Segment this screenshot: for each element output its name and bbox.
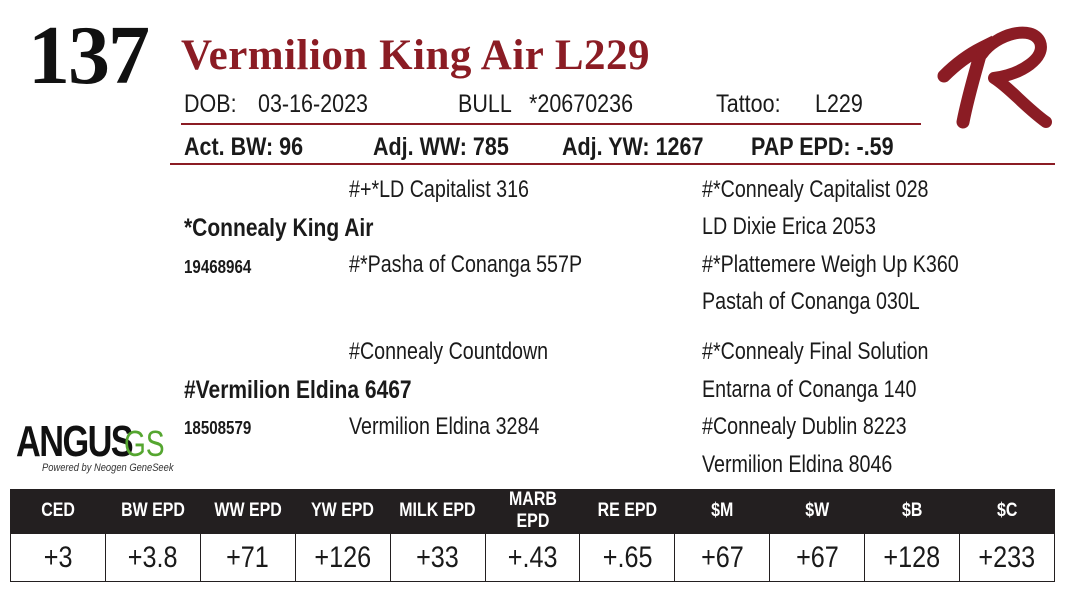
dam-registration: 18508579 xyxy=(184,418,252,438)
adjusted-yearling-weight: Adj. YW: 1267 xyxy=(562,133,704,161)
epd-table: CED BW EPD WW EPD YW EPD MILK EPD MARB E… xyxy=(10,489,1055,582)
epd-value-cell: +.65 xyxy=(579,533,676,582)
angus-gs-text: GS xyxy=(124,423,165,464)
epd-header-cell: $C xyxy=(959,489,1055,534)
dam-dam-sire: #Connealy Dublin 8223 xyxy=(702,413,907,440)
epd-header-cell: MILK EPD xyxy=(389,489,486,534)
epd-header-cell: $M xyxy=(674,489,770,534)
pap-epd: PAP EPD: -.59 xyxy=(751,133,894,161)
sire-dam-sire: #*Plattemere Weigh Up K360 xyxy=(702,251,959,278)
sire-registration: 19468964 xyxy=(184,257,252,277)
sex-value: BULL xyxy=(458,90,512,118)
sire-sire: #+*LD Capitalist 316 xyxy=(349,176,529,203)
epd-value-cell: +33 xyxy=(389,533,486,582)
epd-header-cell: WW EPD xyxy=(199,489,296,534)
epd-header-cell: $W xyxy=(769,489,865,534)
epd-header-row: CED BW EPD WW EPD YW EPD MILK EPD MARB E… xyxy=(10,489,1055,534)
epd-value-cell: +233 xyxy=(959,533,1055,582)
epd-header-cell: MARB EPD xyxy=(484,489,580,534)
epd-value-cell: +128 xyxy=(864,533,961,582)
animal-name: Vermilion King Air L229 xyxy=(181,32,651,79)
angus-powered-by: Powered by Neogen GeneSeek xyxy=(42,462,174,474)
epd-header-cell: RE EPD xyxy=(579,489,675,534)
divider-line-1 xyxy=(181,123,921,125)
dob-label: DOB: xyxy=(184,90,237,118)
epd-value-cell: +3.8 xyxy=(104,533,201,582)
dam-sire: #Connealy Countdown xyxy=(349,338,549,365)
dob-value: 03-16-2023 xyxy=(258,90,368,118)
dam-dam-dam: Vermilion Eldina 8046 xyxy=(702,451,893,478)
sire-dam: #*Pasha of Conanga 557P xyxy=(349,251,583,278)
epd-header-cell: CED xyxy=(10,489,106,534)
epd-value-row: +3 +3.8 +71 +126 +33 +.43 +.65 +67 +67 +… xyxy=(10,533,1055,582)
ranch-brand-logo xyxy=(937,26,1052,129)
epd-value-cell: +126 xyxy=(294,533,391,582)
sire-name: *Connealy King Air xyxy=(184,214,374,242)
dam-dam: Vermilion Eldina 3284 xyxy=(349,413,540,440)
tattoo-label: Tattoo: xyxy=(716,90,781,118)
epd-value-cell: +71 xyxy=(199,533,296,582)
tattoo-value: L229 xyxy=(815,90,863,118)
sire-dam-dam: Pastah of Conanga 030L xyxy=(702,288,920,315)
sire-sire-sire: #*Connealy Capitalist 028 xyxy=(702,176,929,203)
dam-name: #Vermilion Eldina 6467 xyxy=(184,376,412,404)
lot-number: 137 xyxy=(28,9,150,102)
epd-value-cell: +67 xyxy=(769,533,866,582)
angus-gs-logo: ANGUS GS Powered by Neogen GeneSeek xyxy=(16,417,174,480)
actual-birth-weight: Act. BW: 96 xyxy=(184,133,304,161)
epd-value-cell: +67 xyxy=(674,533,771,582)
epd-header-cell: YW EPD xyxy=(294,489,391,534)
registration-number: *20670236 xyxy=(529,90,634,118)
epd-value-cell: +3 xyxy=(10,533,106,582)
dam-sire-dam: Entarna of Conanga 140 xyxy=(702,376,917,403)
divider-line-2 xyxy=(170,163,1055,165)
epd-header-cell: BW EPD xyxy=(104,489,201,534)
epd-value-cell: +.43 xyxy=(484,533,581,582)
epd-header-cell: $B xyxy=(864,489,960,534)
angus-logo-text: ANGUS xyxy=(16,417,134,466)
sire-sire-dam: LD Dixie Erica 2053 xyxy=(702,213,876,240)
adjusted-weaning-weight: Adj. WW: 785 xyxy=(373,133,509,161)
dam-sire-sire: #*Connealy Final Solution xyxy=(702,338,929,365)
